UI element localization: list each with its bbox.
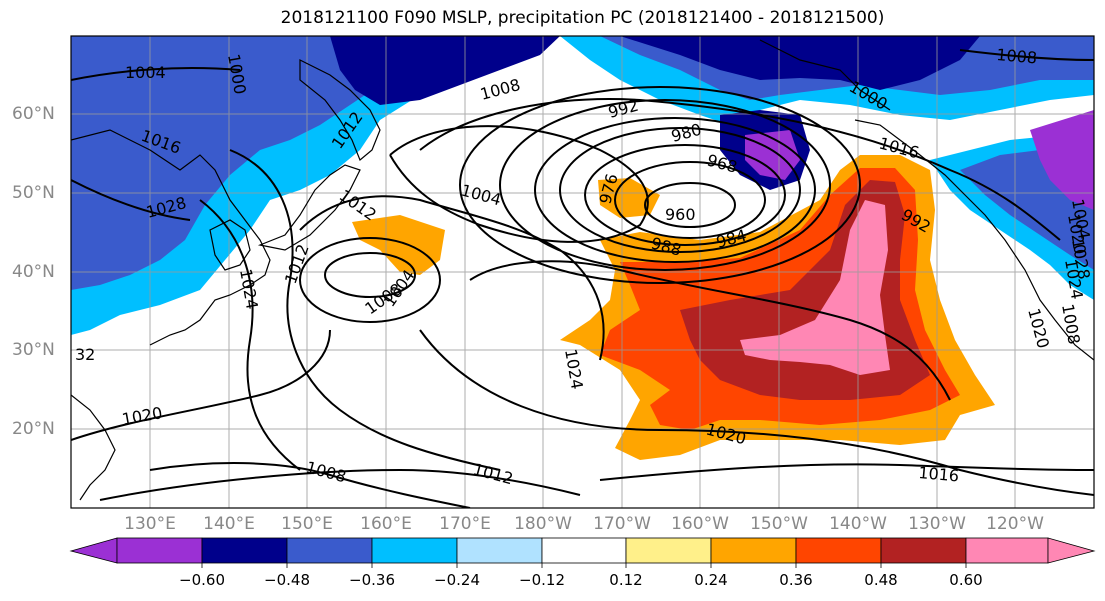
lon-label: 130°E [124, 514, 176, 534]
lon-label: 140°E [203, 514, 255, 534]
positive-anomaly-pink [740, 200, 890, 375]
isobar-968 [614, 161, 766, 239]
colorbar-tick-label: −0.12 [519, 571, 565, 589]
negative-anomaly-dark [330, 36, 560, 105]
isobar-1028 [71, 179, 191, 221]
colorbar-segment [965, 537, 1049, 564]
isobar-1004 [389, 125, 649, 243]
isobar-1008 [149, 462, 471, 508]
colorbar-tick-label: −0.24 [434, 571, 480, 589]
isobar-label: 1004 [125, 63, 166, 82]
colorbar-tick-label: −0.48 [264, 571, 310, 589]
isobar-988 [499, 99, 831, 271]
colorbar-tick-label: 0.48 [864, 571, 898, 589]
isobar-low2b [299, 237, 441, 323]
lon-label: 170°E [439, 514, 491, 534]
negative-anomaly-dark-top [620, 36, 980, 90]
colorbar-tick-label: 0.24 [694, 571, 728, 589]
lon-label: 180°W [514, 514, 572, 534]
isobar-992 [459, 86, 861, 284]
isobar-1016b [599, 463, 1094, 481]
colorbar-max-arrow [1047, 537, 1096, 564]
lon-label: 130°W [908, 514, 966, 534]
lat-label-50n: 50°N [12, 183, 55, 203]
negative-anomaly-mid [71, 36, 480, 290]
precipitation-fields [71, 36, 1094, 460]
map-frame [70, 35, 1095, 509]
colorbar-segment [456, 537, 543, 564]
colorbar-segment [286, 537, 373, 564]
lon-label: 120°W [986, 514, 1044, 534]
colorbar-tick-label: 0.36 [779, 571, 813, 589]
colorbar-segment [795, 537, 882, 564]
isobar-1012 [299, 195, 605, 361]
isobars [71, 49, 1094, 508]
isobar-980 [559, 127, 801, 253]
colorbar-tick-label: −0.60 [179, 571, 225, 589]
lon-label: 140°W [829, 514, 887, 534]
lat-label-40n: 40°N [12, 262, 55, 282]
lon-label: 150°W [750, 514, 808, 534]
isobar-1004-top [71, 67, 241, 81]
colorbar-segment [880, 537, 967, 564]
lon-label: 170°W [593, 514, 651, 534]
colorbar-segment [625, 537, 712, 564]
isobar-1012b [99, 468, 581, 501]
colorbar-segment [201, 537, 288, 564]
lon-label: 160°W [671, 514, 729, 534]
isobar-1024b [469, 260, 951, 401]
lat-label-30n: 30°N [12, 340, 55, 360]
lon-label: 150°E [281, 514, 333, 534]
isobar-984 [534, 117, 816, 263]
isobar-1008-top [959, 49, 1094, 61]
colorbar-tick-label: −0.36 [349, 571, 395, 589]
lat-label-20n: 20°N [12, 419, 55, 439]
colorbar [69, 537, 1096, 568]
colorbar-tick-label: 0.60 [949, 571, 983, 589]
isobar-1020 [71, 329, 331, 441]
isobar-label: 1016 [918, 463, 960, 485]
isobar-1024 [199, 199, 301, 471]
map-title: 2018121100 F090 MSLP, precipitation PC (… [280, 8, 885, 28]
colorbar-tick-label: 0.12 [609, 571, 643, 589]
lon-label: 160°E [360, 514, 412, 534]
lat-label-60n: 60°N [12, 104, 55, 124]
colorbar-segment [710, 537, 797, 564]
colorbar-segment [541, 537, 627, 564]
isobar-1020b [419, 329, 1094, 496]
isobar-label: 1008 [996, 45, 1038, 67]
isobar-low2 [324, 252, 416, 298]
colorbar-segment [116, 537, 203, 564]
negative-anomaly-east-core [1030, 110, 1094, 210]
colorbar-segment [371, 537, 458, 564]
isobar-label: 960 [665, 205, 696, 224]
coastlines [71, 39, 1094, 501]
isobar-label: 32 [75, 345, 95, 364]
isobar-1000 [419, 98, 1061, 241]
isobar-1016 [229, 149, 501, 471]
isobar-976 [584, 144, 786, 246]
positive-anomaly-small [352, 215, 445, 275]
isobar-960 [644, 182, 736, 228]
colorbar-min-arrow [69, 537, 118, 564]
